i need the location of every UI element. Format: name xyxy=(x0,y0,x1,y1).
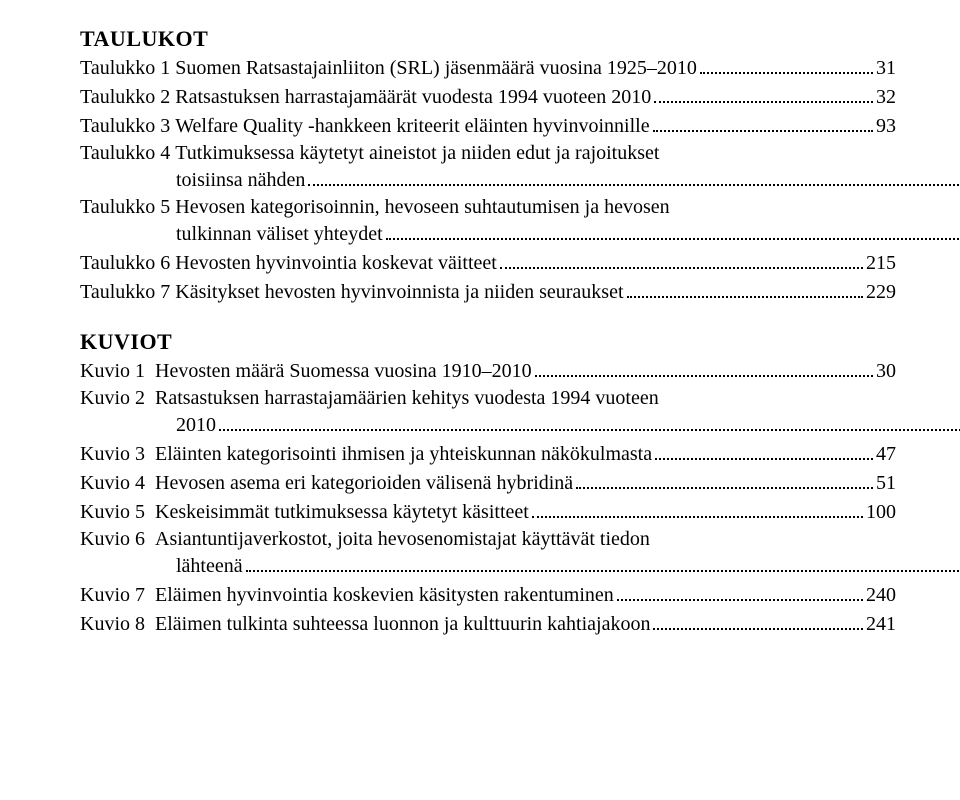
toc-entry: Kuvio 3 Eläinten kategorisointi ihmisen … xyxy=(80,440,896,467)
leader-dots xyxy=(655,440,873,460)
entry-label: Taulukko 2 xyxy=(80,85,175,110)
toc-entry: Kuvio 8 Eläimen tulkinta suhteessa luonn… xyxy=(80,610,896,637)
entry-label: Taulukko 1 xyxy=(80,56,175,81)
entry-text: Eläimen tulkinta suhteessa luonnon ja ku… xyxy=(155,612,650,637)
toc-entry: Taulukko 2 Ratsastuksen harrastajamäärät… xyxy=(80,83,896,110)
toc-entry: Kuvio 4 Hevosen asema eri kategorioiden … xyxy=(80,469,896,496)
page-number: 31 xyxy=(876,56,896,81)
toc-entry: Taulukko 6 Hevosten hyvinvointia koskeva… xyxy=(80,249,896,276)
leader-dots xyxy=(700,54,873,74)
entry-text: Ratsastuksen harrastajamäärien kehitys v… xyxy=(155,386,659,411)
page-number: 215 xyxy=(866,251,896,276)
entry-text: Keskeisimmät tutkimuksessa käytetyt käsi… xyxy=(155,500,529,525)
entry-label: Kuvio 4 xyxy=(80,471,155,496)
entry-text: Hevosten määrä Suomessa vuosina 1910–201… xyxy=(155,359,532,384)
leader-dots xyxy=(386,220,959,240)
entry-text: Tutkimuksessa käytetyt aineistot ja niid… xyxy=(175,141,659,166)
page-container: TAULUKOT Taulukko 1 Suomen Ratsastajainl… xyxy=(0,0,960,637)
entry-label: Kuvio 8 xyxy=(80,612,155,637)
entry-label: Kuvio 7 xyxy=(80,583,155,608)
toc-entry: Taulukko 3 Welfare Quality -hankkeen kri… xyxy=(80,112,896,139)
leader-dots xyxy=(535,357,873,377)
entry-text: Welfare Quality -hankkeen kriteerit eläi… xyxy=(175,114,649,139)
toc-entry: Kuvio 2 Ratsastuksen harrastajamäärien k… xyxy=(80,386,896,438)
entry-label: Kuvio 5 xyxy=(80,500,155,525)
entry-text: Hevosten hyvinvointia koskevat väitteet xyxy=(175,251,497,276)
toc-entry: Taulukko 5 Hevosen kategorisoinnin, hevo… xyxy=(80,195,896,247)
leader-dots xyxy=(576,469,873,489)
entry-text: Asiantuntijaverkostot, joita hevosenomis… xyxy=(155,527,650,552)
leader-dots xyxy=(627,278,863,298)
entry-label: Taulukko 4 xyxy=(80,141,175,166)
entry-label: Taulukko 6 xyxy=(80,251,175,276)
entry-label: Kuvio 2 xyxy=(80,386,155,411)
page-number: 100 xyxy=(866,500,896,525)
leader-dots xyxy=(653,112,873,132)
toc-entry: Kuvio 5 Keskeisimmät tutkimuksessa käyte… xyxy=(80,498,896,525)
entry-text-cont: toisiinsa nähden xyxy=(176,168,305,193)
page-number: 240 xyxy=(866,583,896,608)
entry-label: Kuvio 3 xyxy=(80,442,155,467)
entry-text: Ratsastuksen harrastajamäärät vuodesta 1… xyxy=(175,85,651,110)
entry-label: Taulukko 5 xyxy=(80,195,175,220)
leader-dots xyxy=(246,552,959,572)
entry-text-cont: 2010 xyxy=(176,413,216,438)
kuviot-heading: KUVIOT xyxy=(80,329,896,355)
entry-label: Kuvio 1 xyxy=(80,359,155,384)
entry-label: Taulukko 3 xyxy=(80,114,175,139)
entry-text-cont: tulkinnan väliset yhteydet xyxy=(176,222,383,247)
entry-text-cont: lähteenä xyxy=(176,554,243,579)
page-number: 32 xyxy=(876,85,896,110)
entry-text: Käsitykset hevosten hyvinvoinnista ja ni… xyxy=(175,280,623,305)
entry-label: Kuvio 6 xyxy=(80,527,155,552)
page-number: 229 xyxy=(866,280,896,305)
entry-label: Taulukko 7 xyxy=(80,280,175,305)
toc-entry: Taulukko 4 Tutkimuksessa käytetyt aineis… xyxy=(80,141,896,193)
toc-entry: Kuvio 1 Hevosten määrä Suomessa vuosina … xyxy=(80,357,896,384)
leader-dots xyxy=(500,249,863,269)
leader-dots xyxy=(653,610,863,630)
entry-text: Suomen Ratsastajainliiton (SRL) jäsenmää… xyxy=(175,56,697,81)
page-number: 30 xyxy=(876,359,896,384)
toc-entry: Taulukko 1 Suomen Ratsastajainliiton (SR… xyxy=(80,54,896,81)
leader-dots xyxy=(617,581,863,601)
entry-text: Hevosen asema eri kategorioiden välisenä… xyxy=(155,471,573,496)
leader-dots xyxy=(654,83,873,103)
taulukot-heading: TAULUKOT xyxy=(80,26,896,52)
entry-text: Hevosen kategorisoinnin, hevoseen suhtau… xyxy=(175,195,669,220)
page-number: 47 xyxy=(876,442,896,467)
toc-entry: Taulukko 7 Käsitykset hevosten hyvinvoin… xyxy=(80,278,896,305)
entry-text: Eläimen hyvinvointia koskevien käsityste… xyxy=(155,583,614,608)
page-number: 93 xyxy=(876,114,896,139)
leader-dots xyxy=(532,498,863,518)
entry-text: Eläinten kategorisointi ihmisen ja yhtei… xyxy=(155,442,652,467)
leader-dots xyxy=(308,166,959,186)
toc-entry: Kuvio 6 Asiantuntijaverkostot, joita hev… xyxy=(80,527,896,579)
page-number: 241 xyxy=(866,612,896,637)
toc-entry: Kuvio 7 Eläimen hyvinvointia koskevien k… xyxy=(80,581,896,608)
leader-dots xyxy=(219,411,960,431)
page-number: 51 xyxy=(876,471,896,496)
